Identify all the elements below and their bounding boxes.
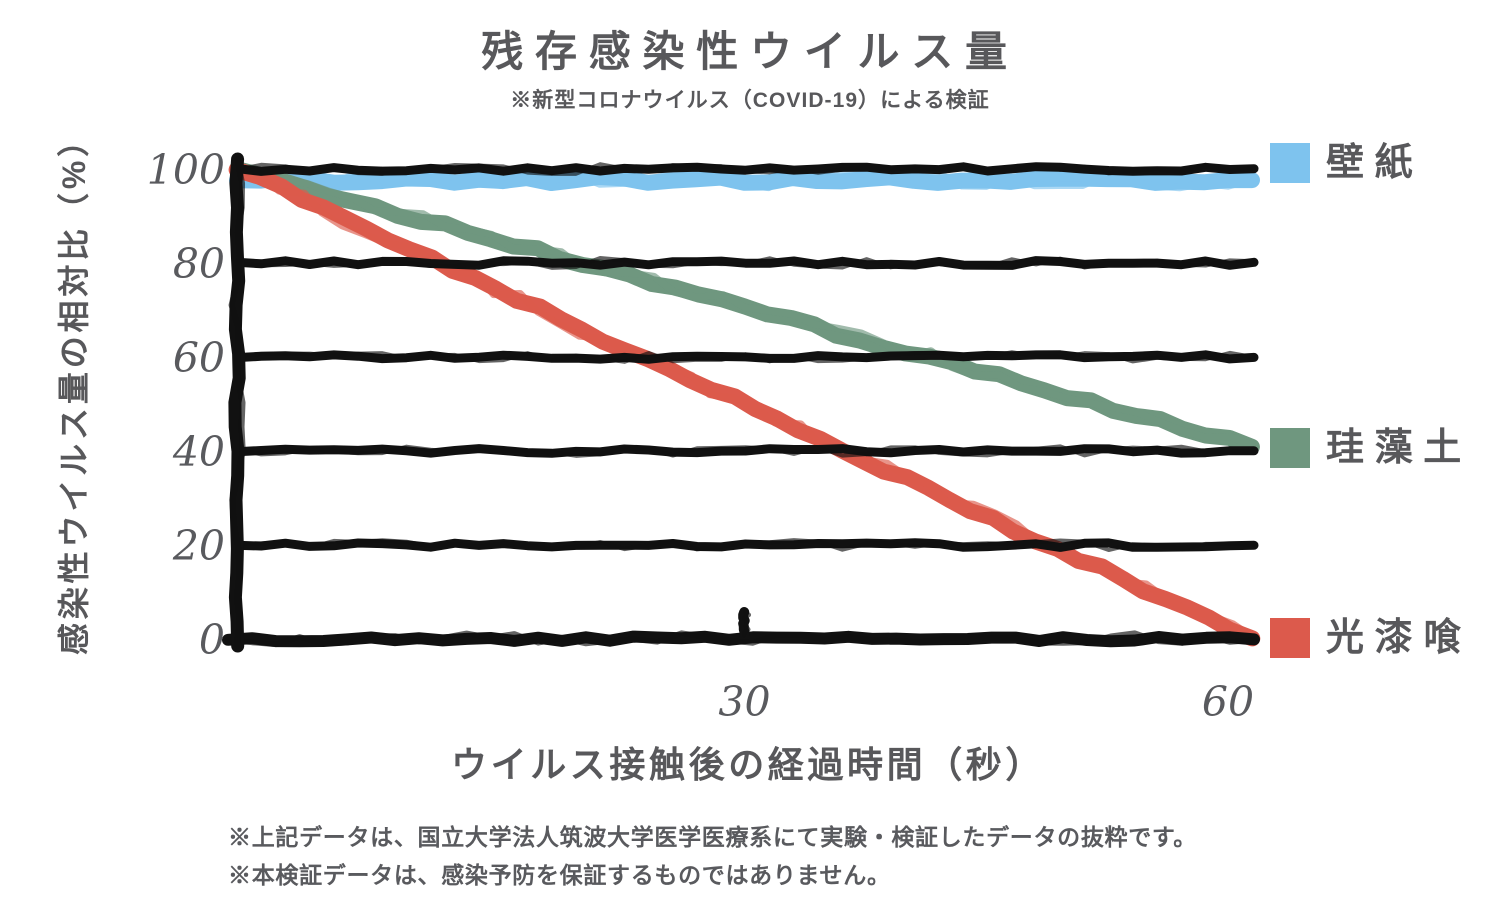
- legend-label: 壁紙: [1326, 142, 1424, 184]
- legend-item-wallpaper: 壁紙: [1270, 143, 1423, 183]
- y-tick-label-20: 20: [172, 522, 225, 570]
- x-axis-label: ウイルス接触後の経過時間（秒）: [450, 744, 1046, 785]
- legend-swatch: [1270, 143, 1310, 183]
- y-tick-label-40: 40: [172, 428, 225, 476]
- x-axis-line-texture: [225, 630, 1257, 648]
- footnote-line-2: ※本検証データは、感染予防を保証するものではありません。: [228, 862, 891, 888]
- gridline-60-texture: [234, 350, 1257, 364]
- x-tick-mark-30-texture: [741, 609, 752, 638]
- y-tick-label-80: 80: [173, 240, 225, 288]
- gridline-40: [232, 444, 1259, 458]
- y-axis-line-texture: [228, 156, 246, 649]
- y-tick-label-100: 100: [147, 146, 225, 194]
- legend-swatch: [1270, 428, 1310, 468]
- x-tick-label-30: 30: [718, 678, 770, 726]
- gridline-20-texture: [234, 538, 1257, 553]
- legend-item-plaster: 光漆喰: [1270, 618, 1472, 658]
- gridline-100-texture: [234, 162, 1257, 176]
- legend-swatch: [1270, 618, 1310, 658]
- legend-item-diatomite: 珪藻土: [1270, 428, 1472, 468]
- chart-subtitle: ※新型コロナウイルス（COVID-19）による検証: [510, 89, 990, 112]
- legend-label: 光漆喰: [1326, 617, 1472, 659]
- legend-label: 珪藻土: [1326, 427, 1472, 469]
- chart-title: 残存感染性ウイルス量: [481, 28, 1019, 75]
- y-tick-label-60: 60: [173, 334, 225, 382]
- footnote-line-1: ※上記データは、国立大学法人筑波大学医学医療系にて実験・検証したデータの抜粋です…: [228, 824, 1197, 850]
- series-line-2-texture: [232, 167, 1257, 641]
- series-line-0-texture: [233, 168, 1256, 192]
- gridline-80-texture: [234, 255, 1257, 270]
- gridline-40-texture: [234, 444, 1257, 458]
- series-line-1-texture: [232, 167, 1256, 449]
- y-tick-label-0: 0: [199, 616, 225, 664]
- x-tick-label-60: 60: [1202, 678, 1254, 726]
